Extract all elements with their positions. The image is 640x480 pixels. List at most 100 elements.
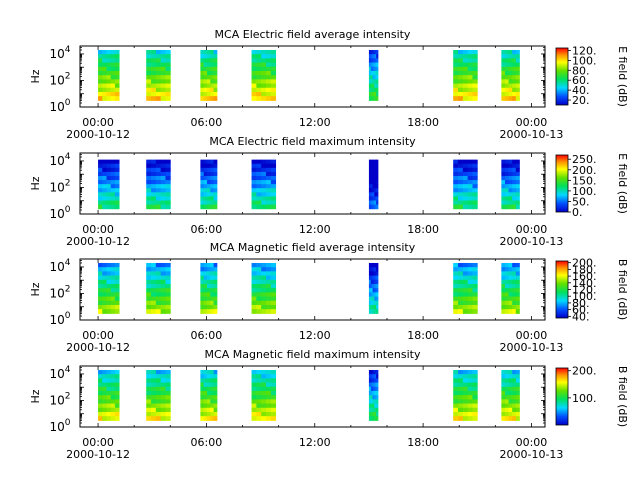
x-tick-label: 00:00 (82, 329, 114, 342)
y-tick-label: 104 (49, 258, 70, 274)
x-date-label: 2000-10-13 (499, 341, 563, 354)
colorbar-tick-label: 150. (572, 174, 597, 187)
spectrogram-segment (453, 262, 478, 314)
y-tick-label: 104 (49, 365, 70, 381)
y-tick-label: 100 (49, 205, 70, 221)
x-tick-label: 06:00 (191, 223, 223, 236)
x-date-label: 2000-10-13 (499, 448, 563, 461)
spectrogram-segment (501, 262, 520, 314)
colorbar-tick-label: 60. (572, 74, 590, 87)
spectrogram-segment (251, 49, 277, 101)
spectrogram-segment (146, 49, 171, 101)
x-tick-label: 18:00 (407, 329, 439, 342)
spectrogram-segment (368, 262, 379, 314)
x-tick-label: 00:00 (82, 223, 114, 236)
spectrogram-segment (251, 159, 277, 210)
x-tick-label: 00:00 (82, 436, 114, 449)
colorbar-tick-label: 40. (572, 310, 590, 323)
colorbar-tick-label: 120. (572, 284, 597, 297)
colorbar-tick-label: 200. (572, 164, 597, 177)
y-tick-label: 102 (49, 178, 70, 194)
spectrogram-segment (200, 49, 218, 101)
colorbar-tick-label: 40. (572, 84, 590, 97)
x-tick-label: 00:00 (82, 116, 114, 129)
colorbar-tick-label: 200. (572, 257, 597, 270)
y-tick-label: 102 (49, 71, 70, 87)
x-tick-label: 12:00 (299, 223, 331, 236)
colorbar-tick-label: 200. (572, 365, 597, 378)
colorbar-tick-label: 100. (572, 290, 597, 303)
spectrogram-segments (98, 262, 520, 314)
x-tick-label: 00:00 (516, 329, 548, 342)
colorbar-tick-label: 0. (572, 206, 583, 219)
x-tick-label: 06:00 (191, 116, 223, 129)
colorbar (555, 260, 569, 319)
x-tick-label: 00:00 (516, 223, 548, 236)
spectrogram-segment (200, 262, 218, 314)
spectrogram-segment (98, 49, 120, 101)
spectrogram-segment (98, 262, 120, 314)
x-tick-label: 12:00 (299, 329, 331, 342)
spectrogram-segment (453, 49, 478, 101)
y-tick-label: 104 (49, 152, 70, 168)
colorbar-tick-label: 80. (572, 64, 590, 77)
x-date-label: 2000-10-13 (499, 235, 563, 248)
colorbar-label: B field (dB) (616, 259, 629, 320)
y-axis-label: Hz (29, 282, 42, 296)
panel-title: MCA Magnetic field maximum intensity (205, 348, 421, 361)
spectrogram-segment (368, 369, 379, 421)
colorbar (555, 154, 569, 213)
x-date-label: 2000-10-13 (499, 128, 563, 141)
colorbar (555, 47, 569, 106)
spectrogram-segment (501, 159, 520, 210)
colorbar-label: E field (dB) (616, 46, 629, 107)
x-tick-label: 00:00 (516, 436, 548, 449)
spectrogram-segment (251, 369, 277, 421)
colorbar-tick-label: 180. (572, 263, 597, 276)
colorbar-tick-label: 50. (572, 195, 590, 208)
spectrogram-segment (146, 262, 171, 314)
colorbar-tick-label: 60. (572, 304, 590, 317)
x-date-label: 2000-10-12 (66, 128, 130, 141)
panel-3: MCA Magnetic field average intensity 100 1… (29, 241, 629, 354)
spectrogram-segments (98, 49, 520, 101)
x-date-label: 2000-10-12 (66, 448, 130, 461)
spectrogram-segments (98, 159, 520, 210)
panel-title: MCA Magnetic field average intensity (210, 241, 416, 254)
spectrogram-segment (501, 49, 520, 101)
colorbar-tick-label: 140. (572, 277, 597, 290)
y-axis-label: Hz (29, 176, 42, 190)
colorbar-tick-label: 20. (572, 94, 590, 107)
colorbar (555, 367, 569, 426)
colorbar-tick-label: 160. (572, 270, 597, 283)
spectrogram-segment (501, 369, 520, 421)
x-tick-label: 12:00 (299, 436, 331, 449)
y-tick-label: 102 (49, 391, 70, 407)
y-tick-label: 102 (49, 284, 70, 300)
colorbar-tick-label: 250. (572, 153, 597, 166)
spectrogram-segment (146, 369, 171, 421)
spectrogram-segments (98, 369, 520, 421)
spectrogram-segment (200, 369, 218, 421)
x-tick-label: 06:00 (191, 329, 223, 342)
colorbar-label: B field (dB) (616, 366, 629, 427)
y-axis-label: Hz (29, 389, 42, 403)
x-tick-label: 18:00 (407, 436, 439, 449)
spectrogram-segment (98, 159, 120, 210)
spectrogram-segment (453, 369, 478, 421)
colorbar-tick-label: 100. (572, 392, 597, 405)
x-tick-label: 18:00 (407, 116, 439, 129)
y-tick-label: 100 (49, 418, 70, 434)
x-date-label: 2000-10-12 (66, 235, 130, 248)
y-tick-label: 100 (49, 98, 70, 114)
colorbar-label: E field (dB) (616, 153, 629, 214)
panel-4: MCA Magnetic field maximum intensity 100 1… (29, 348, 629, 461)
spectrogram-segment (146, 159, 171, 210)
y-tick-label: 104 (49, 45, 70, 61)
y-tick-label: 100 (49, 311, 70, 327)
panel-2: MCA Electric field maximum intensity 100 1… (29, 135, 629, 248)
spectrogram-segment (98, 369, 120, 421)
spectrogram-segment (368, 159, 379, 210)
spectrogram-segment (368, 49, 379, 101)
